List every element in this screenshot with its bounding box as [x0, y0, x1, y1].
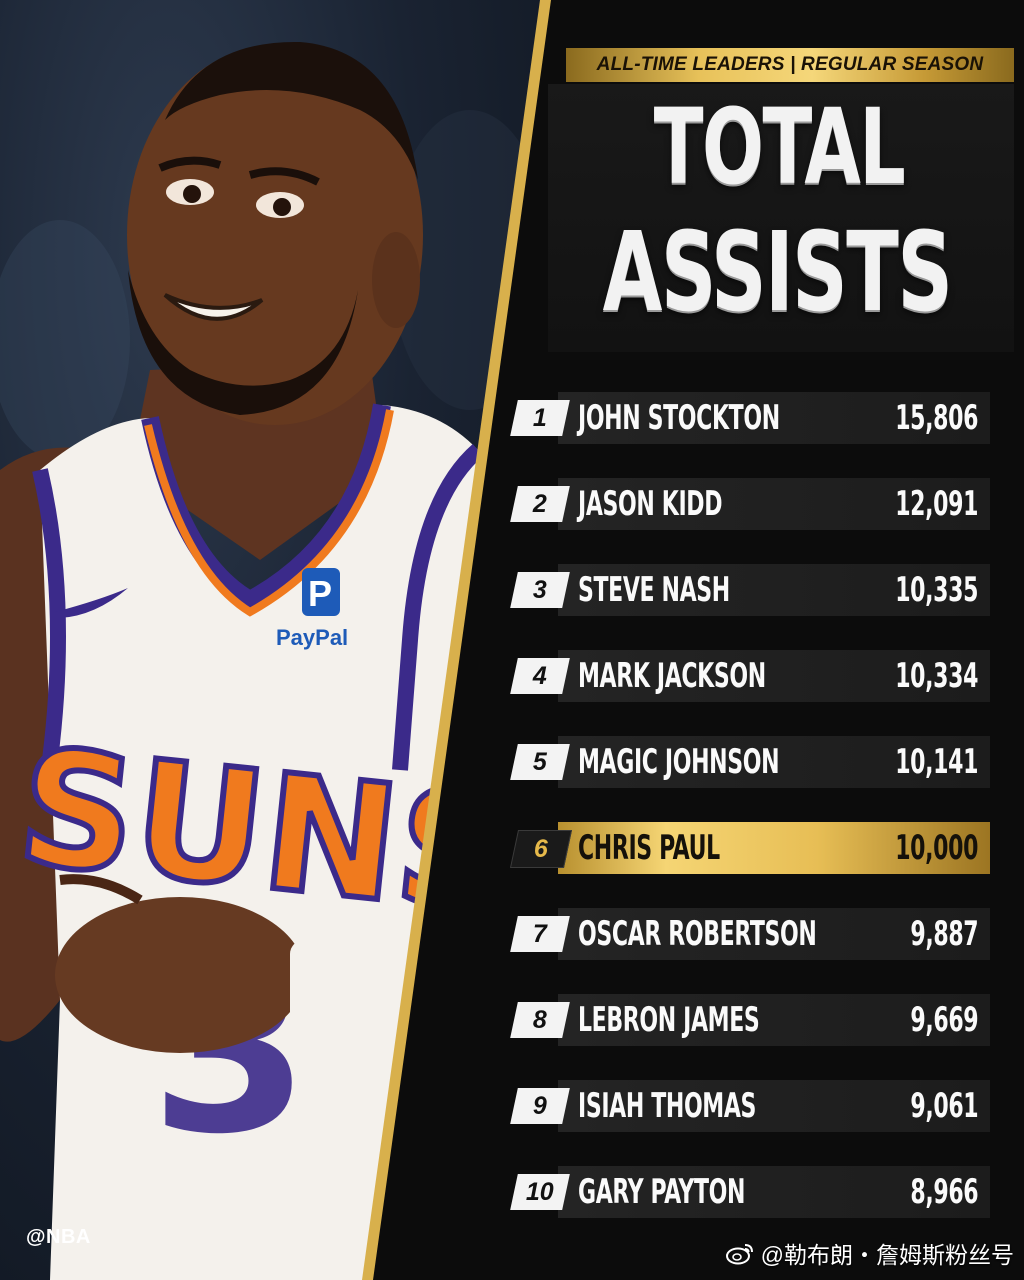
rank-badge: 1 — [510, 400, 570, 436]
assist-total: 9,061 — [910, 1086, 978, 1126]
title-panel: TOTAL ASSISTS — [548, 84, 1014, 352]
leader-bar — [558, 1166, 990, 1218]
player-name: GARY PAYTON — [578, 1172, 746, 1212]
category-label: ALL-TIME LEADERS | REGULAR SEASON — [596, 54, 984, 75]
player-name: MAGIC JOHNSON — [578, 742, 780, 782]
leader-row: 2 JASON KIDD 12,091 — [510, 478, 990, 530]
leader-row: 9 ISIAH THOMAS 9,061 — [510, 1080, 990, 1132]
player-name: LEBRON JAMES — [578, 1000, 760, 1040]
leader-bar — [558, 994, 990, 1046]
rank-badge: 2 — [510, 486, 570, 522]
player-name: STEVE NASH — [578, 570, 730, 610]
leader-bar — [558, 822, 990, 874]
leader-row: 8 LEBRON JAMES 9,669 — [510, 994, 990, 1046]
leader-row: 5 MAGIC JOHNSON 10,141 — [510, 736, 990, 788]
rank-badge: 3 — [510, 572, 570, 608]
leader-bar — [558, 736, 990, 788]
rank-badge: 7 — [510, 916, 570, 952]
leader-row: 7 OSCAR ROBERTSON 9,887 — [510, 908, 990, 960]
category-banner: ALL-TIME LEADERS | REGULAR SEASON — [566, 48, 1014, 82]
title-line-1: TOTAL — [653, 86, 906, 208]
player-name: CHRIS PAUL — [578, 828, 720, 868]
player-name: JOHN STOCKTON — [578, 398, 780, 438]
assist-total: 9,669 — [910, 1000, 978, 1040]
leader-row: 1 JOHN STOCKTON 15,806 — [510, 392, 990, 444]
rank-badge: 10 — [510, 1174, 570, 1210]
leader-bar — [558, 908, 990, 960]
assist-total: 8,966 — [910, 1172, 978, 1212]
player-name: ISIAH THOMAS — [578, 1086, 757, 1126]
weibo-icon — [725, 1244, 753, 1265]
weibo-watermark: @勒布朗・詹姆斯粉丝号 — [725, 1236, 1014, 1270]
player-photo: PayPal P SUNS 3 @NBA — [0, 0, 560, 1280]
svg-text:P: P — [308, 573, 332, 614]
assist-total: 9,887 — [910, 914, 978, 954]
nba-credit: @NBA — [26, 1226, 91, 1248]
leader-bar — [558, 478, 990, 530]
assist-total: 15,806 — [895, 398, 978, 438]
leader-row: 3 STEVE NASH 10,335 — [510, 564, 990, 616]
rank-badge: 9 — [510, 1088, 570, 1124]
assist-total: 10,335 — [895, 570, 978, 610]
assist-total: 10,334 — [895, 656, 978, 696]
rank-badge: 4 — [510, 658, 570, 694]
rank-badge: 8 — [510, 1002, 570, 1038]
leader-row-highlighted: 6 CHRIS PAUL 10,000 — [509, 822, 990, 874]
player-name: JASON KIDD — [578, 484, 723, 524]
title-line-2: ASSISTS — [602, 208, 953, 336]
assist-total: 12,091 — [895, 484, 978, 524]
leader-row: 10 GARY PAYTON 8,966 — [510, 1166, 990, 1218]
leader-row: 4 MARK JACKSON 10,334 — [510, 650, 990, 702]
rank-badge: 6 — [509, 830, 573, 868]
player-name: MARK JACKSON — [578, 656, 766, 696]
sponsor-logo: PayPal — [276, 625, 348, 650]
player-name: OSCAR ROBERTSON — [578, 914, 817, 954]
rank-badge: 5 — [510, 744, 570, 780]
leader-bar — [558, 650, 990, 702]
assist-total: 10,000 — [895, 828, 978, 868]
assist-total: 10,141 — [895, 742, 978, 782]
weibo-handle: @勒布朗・詹姆斯粉丝号 — [760, 1242, 1014, 1268]
leader-bar — [558, 564, 990, 616]
leader-bar — [558, 392, 990, 444]
leader-bar — [558, 1080, 990, 1132]
